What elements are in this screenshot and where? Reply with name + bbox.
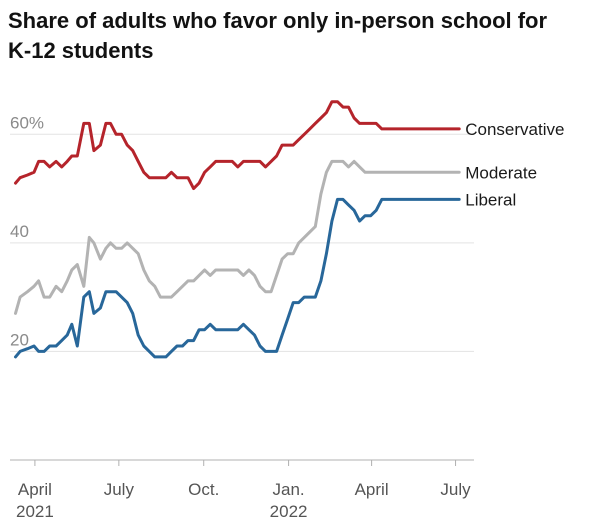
x-tick-label: July (104, 480, 135, 499)
series-line-moderate (14, 159, 461, 315)
x-tick-label: April (355, 480, 389, 499)
x-tick-year-label: 2021 (16, 502, 54, 521)
y-tick-label-40: 40 (10, 222, 29, 241)
y-axis-ticks: 20 40 60% (10, 113, 44, 349)
series-labels: Conservative Moderate Liberal (465, 120, 564, 210)
x-tick-label: July (440, 480, 471, 499)
y-tick-label-20: 20 (10, 330, 29, 349)
x-tick-label: April (18, 480, 52, 499)
x-tick-year-label: 2022 (270, 502, 308, 521)
series-label-liberal: Liberal (465, 190, 516, 209)
series-line-conservative (14, 100, 461, 191)
x-tick-label: Jan. (273, 480, 305, 499)
x-axis: April 2021 July Oct. Jan. 2022 April July (10, 459, 474, 521)
y-tick-label-60: 60% (10, 113, 44, 132)
series-label-conservative: Conservative (465, 120, 564, 139)
chart-title: Share of adults who favor only in-person… (8, 8, 548, 63)
x-tick-label: Oct. (188, 480, 219, 499)
series-label-moderate: Moderate (465, 163, 537, 182)
series-line-liberal (14, 197, 461, 359)
series-lines (14, 100, 461, 359)
